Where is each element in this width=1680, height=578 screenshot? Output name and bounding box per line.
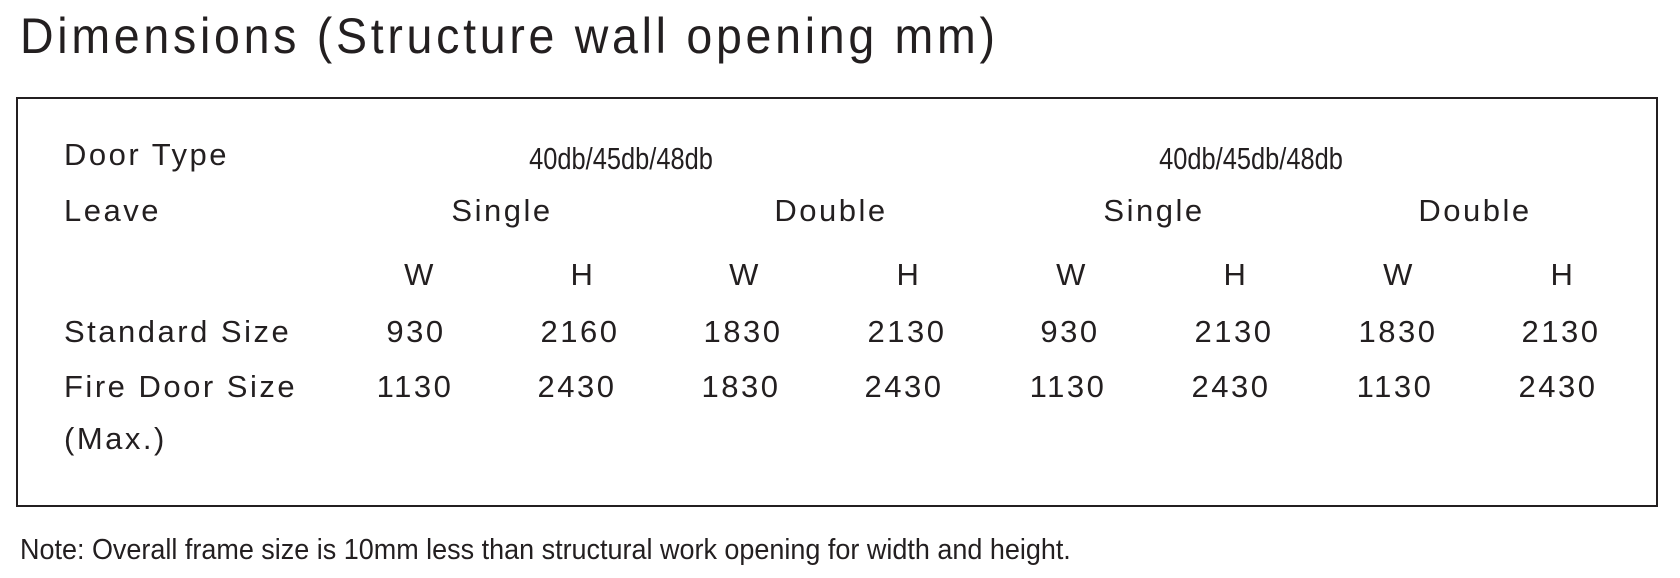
- leave-header: Double: [774, 193, 888, 228]
- standard-size-value: 2130: [1194, 314, 1274, 349]
- height-subheader: H: [1223, 257, 1249, 292]
- fire-door-size-value: 2430: [537, 369, 617, 404]
- door-type-header: 40db/45db/48db: [529, 141, 713, 176]
- width-subheader: W: [729, 257, 761, 292]
- width-subheader: W: [404, 257, 436, 292]
- fire-door-size-value: 1130: [1356, 369, 1434, 404]
- fire-door-size-label-max: (Max.): [64, 421, 167, 456]
- standard-size-value: 2160: [540, 314, 620, 349]
- fire-door-size-value: 1830: [701, 369, 781, 404]
- standard-size-value: 1830: [1358, 314, 1438, 349]
- standard-size-value: 1830: [703, 314, 783, 349]
- fire-door-size-label: Fire Door Size: [64, 369, 298, 404]
- leave-header: Single: [1103, 193, 1205, 228]
- leave-header: Single: [451, 193, 553, 228]
- standard-size-value: 930: [1040, 314, 1100, 349]
- height-subheader: H: [570, 257, 596, 292]
- door-type-header: 40db/45db/48db: [1159, 141, 1343, 176]
- door-type-label: Door Type: [64, 137, 229, 172]
- standard-size-value: 2130: [867, 314, 947, 349]
- dimensions-table: Door Type 40db/45db/48db 40db/45db/48db …: [16, 97, 1658, 507]
- leave-header: Double: [1418, 193, 1532, 228]
- page-title: Dimensions (Structure wall opening mm): [20, 8, 999, 64]
- fire-door-size-value: 2430: [864, 369, 944, 404]
- fire-door-size-value: 2430: [1191, 369, 1271, 404]
- height-subheader: H: [896, 257, 922, 292]
- width-subheader: W: [1056, 257, 1088, 292]
- footnote: Note: Overall frame size is 10mm less th…: [20, 534, 1071, 566]
- fire-door-size-value: 2430: [1518, 369, 1598, 404]
- standard-size-label: Standard Size: [64, 314, 292, 349]
- standard-size-value: 930: [386, 314, 446, 349]
- fire-door-size-value: 1130: [376, 369, 454, 404]
- fire-door-size-value: 1130: [1029, 369, 1107, 404]
- standard-size-value: 2130: [1521, 314, 1601, 349]
- height-subheader: H: [1550, 257, 1576, 292]
- width-subheader: W: [1383, 257, 1415, 292]
- leave-label: Leave: [64, 193, 161, 228]
